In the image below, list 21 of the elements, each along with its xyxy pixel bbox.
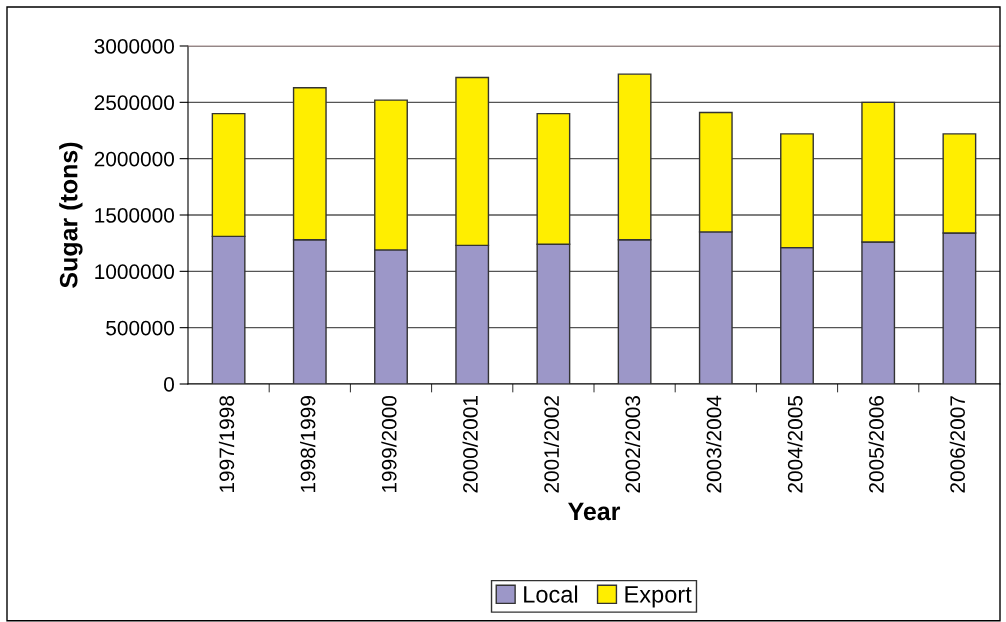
x-tick-label: 1998/1999: [300, 396, 316, 492]
x-tick-label: 2005/2006: [868, 396, 884, 493]
x-tick-label: 1999/2000: [381, 395, 397, 492]
legend-label: Local: [524, 585, 578, 603]
y-tick-label: 1500000: [95, 208, 174, 223]
y-tick-label: 0: [164, 377, 174, 392]
x-tick-label: 2004/2005: [787, 395, 803, 493]
y-tick-label: 2500000: [94, 95, 174, 111]
y-tick-label: 1000000: [95, 264, 174, 280]
x-tick-label: 2000/2001: [462, 396, 478, 493]
x-tick-label: 2002/2003: [624, 396, 641, 493]
y-tick-label: 3000000: [94, 39, 174, 54]
x-tick-label: 2006/2007: [949, 396, 965, 493]
y-tick-label: 2000000: [94, 151, 174, 167]
x-tick-label: 1997/1998: [218, 396, 235, 492]
y-tick-label: 500000: [106, 320, 174, 336]
x-axis-title: Year: [568, 502, 621, 521]
x-tick-label: 2001/2002: [543, 396, 559, 493]
x-tick-label: 2003/2004: [706, 395, 722, 493]
y-axis-title: Sugar (tons): [59, 142, 83, 288]
legend-label: Export: [625, 586, 692, 608]
